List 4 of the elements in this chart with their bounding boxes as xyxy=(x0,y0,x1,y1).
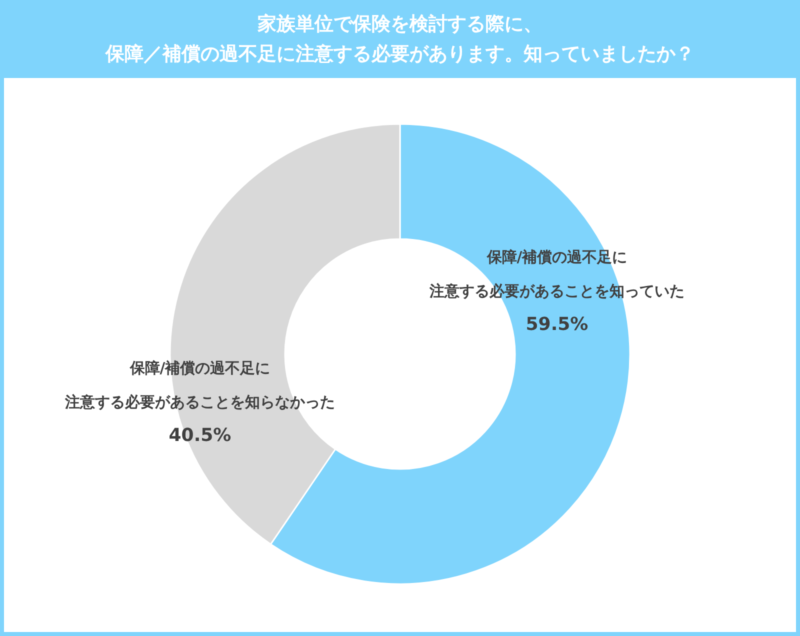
slice-label: 保障/補償の過不足に注意する必要があることを知らなかった xyxy=(64,359,335,411)
data-label: 40.5% xyxy=(168,425,232,446)
data-label: 59.5% xyxy=(526,314,588,335)
chart-title: 家族単位で保険を検討する際に、保障／補償の過不足に注意する必要があります。知っていましたか？ xyxy=(104,13,694,65)
